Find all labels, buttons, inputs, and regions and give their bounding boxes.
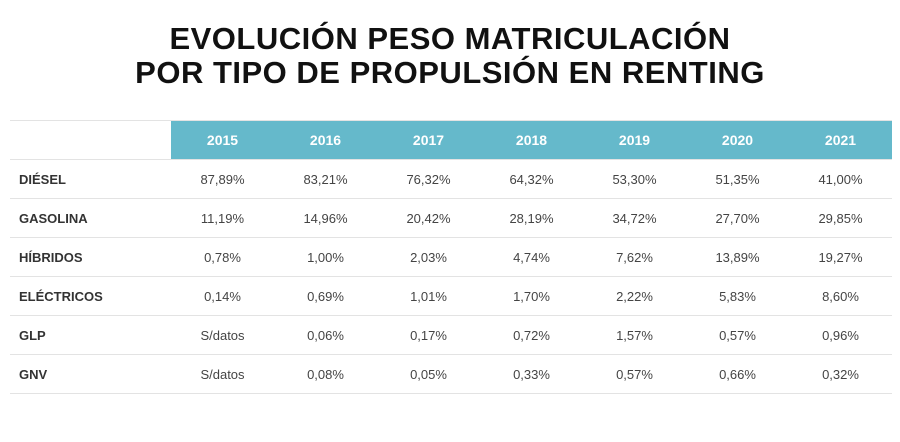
header-year-2020: 2020 — [686, 120, 789, 160]
table-row: DIÉSEL 87,89% 83,21% 76,32% 64,32% 53,30% 51,3… — [10, 159, 892, 199]
value-cell-2016: 0,69% — [274, 276, 377, 316]
header-year-2019: 2019 — [583, 120, 686, 160]
table-row: GNV S/datos 0,08% 0,05% 0,33% 0,57% 0,66% 0,32% — [10, 354, 892, 394]
header-year-2017: 2017 — [377, 120, 480, 160]
value-cell-2016: 14,96% — [274, 198, 377, 238]
value-cell-2020: 51,35% — [686, 159, 789, 199]
value-cell-2020: 0,66% — [686, 354, 789, 394]
value-cell-2018: 0,72% — [480, 315, 583, 355]
value-cell-2017: 1,01% — [377, 276, 480, 316]
row-label: DIÉSEL — [10, 159, 171, 199]
value-cell-2020: 0,57% — [686, 315, 789, 355]
value-cell-2020: 13,89% — [686, 237, 789, 277]
value-cell-2019: 53,30% — [583, 159, 686, 199]
value-cell-2021: 19,27% — [789, 237, 892, 277]
table-row: HÍBRIDOS 0,78% 1,00% 2,03% 4,74% 7,62% 13,89% 1… — [10, 237, 892, 277]
row-label: GASOLINA — [10, 198, 171, 238]
value-cell-2021: 0,96% — [789, 315, 892, 355]
value-cell-2017: 0,05% — [377, 354, 480, 394]
value-cell-2020: 27,70% — [686, 198, 789, 238]
row-label: HÍBRIDOS — [10, 237, 171, 277]
value-cell-2015: 87,89% — [171, 159, 274, 199]
value-cell-2019: 0,57% — [583, 354, 686, 394]
chart-title-line-1: EVOLUCIÓN PESO MATRICULACIÓN — [169, 21, 731, 56]
value-cell-2015: S/datos — [171, 315, 274, 355]
row-label: GNV — [10, 354, 171, 394]
value-cell-2019: 1,57% — [583, 315, 686, 355]
value-cell-2019: 7,62% — [583, 237, 686, 277]
value-cell-2016: 0,08% — [274, 354, 377, 394]
value-cell-2018: 1,70% — [480, 276, 583, 316]
value-cell-2018: 0,33% — [480, 354, 583, 394]
value-cell-2016: 0,06% — [274, 315, 377, 355]
value-cell-2021: 0,32% — [789, 354, 892, 394]
row-label: ELÉCTRICOS — [10, 276, 171, 316]
value-cell-2016: 83,21% — [274, 159, 377, 199]
table-header: 2015 2016 2017 2018 2019 2020 2021 — [10, 120, 892, 160]
value-cell-2021: 41,00% — [789, 159, 892, 199]
value-cell-2018: 4,74% — [480, 237, 583, 277]
value-cell-2019: 34,72% — [583, 198, 686, 238]
header-year-2018: 2018 — [480, 120, 583, 160]
value-cell-2017: 76,32% — [377, 159, 480, 199]
table-row: GASOLINA 11,19% 14,96% 20,42% 28,19% 34,72% 27… — [10, 198, 892, 238]
value-cell-2021: 8,60% — [789, 276, 892, 316]
value-cell-2015: 0,14% — [171, 276, 274, 316]
row-label: GLP — [10, 315, 171, 355]
value-cell-2015: 11,19% — [171, 198, 274, 238]
value-cell-2021: 29,85% — [789, 198, 892, 238]
propulsion-share-table: 2015 2016 2017 2018 2019 2020 2021 DIÉSEL 87,89… — [10, 120, 892, 394]
value-cell-2020: 5,83% — [686, 276, 789, 316]
value-cell-2017: 2,03% — [377, 237, 480, 277]
header-year-2015: 2015 — [171, 120, 274, 160]
value-cell-2015: S/datos — [171, 354, 274, 394]
value-cell-2018: 28,19% — [480, 198, 583, 238]
value-cell-2017: 20,42% — [377, 198, 480, 238]
value-cell-2018: 64,32% — [480, 159, 583, 199]
value-cell-2016: 1,00% — [274, 237, 377, 277]
value-cell-2019: 2,22% — [583, 276, 686, 316]
table-body: DIÉSEL 87,89% 83,21% 76,32% 64,32% 53,30% 51,3… — [10, 159, 892, 394]
chart-title: EVOLUCIÓN PESO MATRICULACIÓN POR TIPO DE… — [0, 22, 900, 90]
header-row: 2015 2016 2017 2018 2019 2020 2021 — [10, 120, 892, 160]
chart-title-line-2: POR TIPO DE PROPULSIÓN EN RENTING — [135, 55, 765, 90]
table-row: GLP S/datos 0,06% 0,17% 0,72% 1,57% 0,57% 0,96% — [10, 315, 892, 355]
header-year-2021: 2021 — [789, 120, 892, 160]
header-year-2016: 2016 — [274, 120, 377, 160]
table-row: ELÉCTRICOS 0,14% 0,69% 1,01% 1,70% 2,22% 5,83%… — [10, 276, 892, 316]
value-cell-2017: 0,17% — [377, 315, 480, 355]
value-cell-2015: 0,78% — [171, 237, 274, 277]
header-corner-cell — [10, 120, 171, 160]
